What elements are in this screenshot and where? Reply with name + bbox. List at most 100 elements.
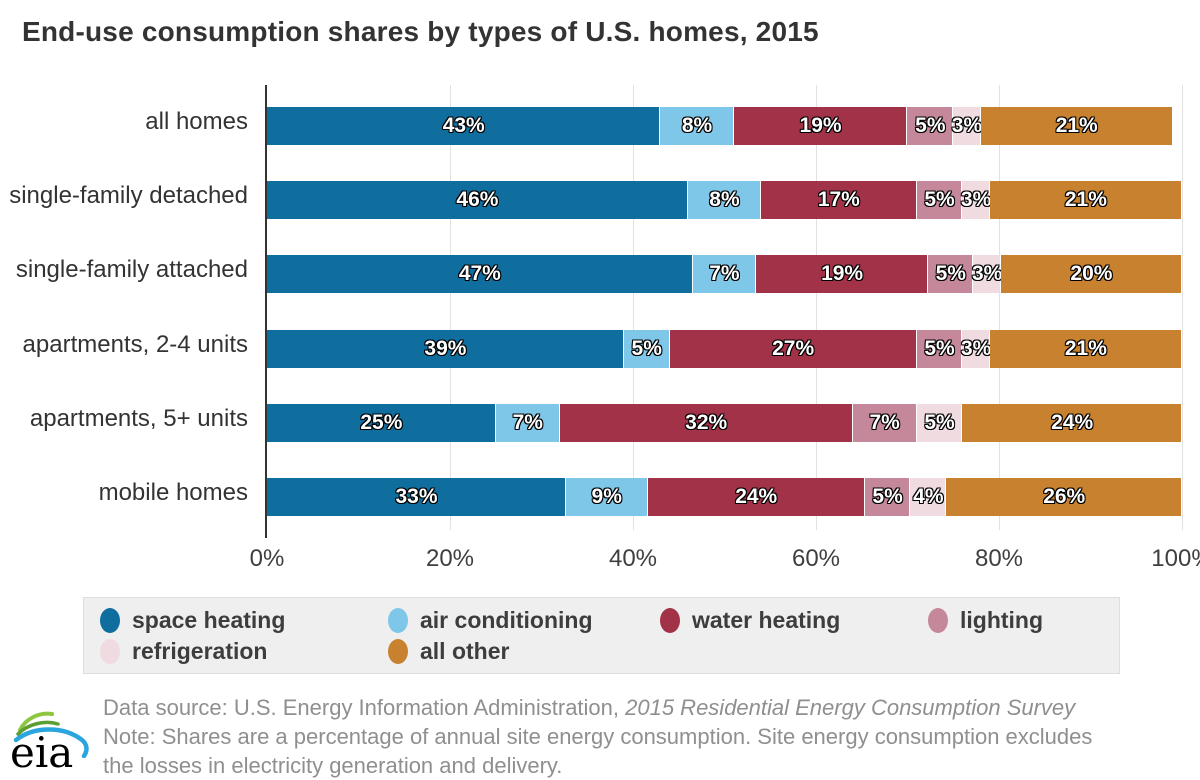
bar-segment-space-heating: 25%	[267, 403, 496, 442]
bar-segment-water-heating: 24%	[647, 477, 865, 516]
legend-label: space heating	[132, 606, 286, 633]
legend-item-space-heating: space heating	[100, 607, 388, 634]
x-tick-label: 40%	[608, 545, 658, 572]
bar-segment-space-heating: 33%	[267, 477, 566, 516]
bar-segment-label: 5%	[631, 336, 662, 360]
bar-segment-label: 8%	[709, 188, 740, 212]
gridline	[1182, 85, 1183, 530]
bar-segment-label: 5%	[924, 188, 955, 212]
bar-segment-label: 4%	[913, 484, 944, 508]
gridline	[999, 85, 1000, 530]
bar-row-apartments-5-units: 25% 7% 32% 7% 5% 24%	[267, 403, 1182, 442]
legend-label: lighting	[960, 606, 1044, 633]
bar-row-single-family-attached: 47% 7% 19% 5% 3% 20%	[267, 255, 1182, 294]
note-text: Note: Shares are a percentage of annual …	[103, 724, 1093, 778]
bar-segment-label: 43%	[442, 114, 485, 137]
legend-marker-icon	[388, 638, 408, 664]
bar-segment-label: 5%	[872, 484, 903, 508]
bar-segment-air-conditioning: 8%	[660, 107, 734, 145]
x-tick-label: 80%	[974, 545, 1024, 572]
legend-item-all-other: all other	[388, 638, 660, 665]
bar-segment-label: 21%	[1064, 336, 1107, 360]
bar-segment-label: 27%	[772, 336, 815, 360]
chart-title: End-use consumption shares by types of U…	[22, 16, 819, 47]
bar-segment-lighting: 7%	[852, 403, 917, 442]
legend-item-lighting: lighting	[928, 607, 1119, 634]
legend-label: all other	[420, 637, 510, 664]
bar-row-apartments-2-4-units: 39% 5% 27% 5% 3% 21%	[267, 329, 1182, 368]
bar-segment-all-other: 21%	[989, 181, 1182, 220]
bar-segment-lighting: 5%	[928, 255, 974, 294]
category-label: apartments, 5+ units	[29, 404, 248, 432]
bar-segment-label: 9%	[591, 484, 622, 508]
bar-row-single-family-detached: 46% 8% 17% 5% 3% 21%	[267, 181, 1182, 220]
eia-logo-swoosh-icon	[13, 711, 89, 758]
x-tick-label: 60%	[791, 545, 841, 572]
category-label: all homes	[145, 108, 248, 136]
bar-segment-air-conditioning: 9%	[565, 477, 648, 516]
bar-segment-label: 7%	[869, 410, 900, 434]
category-label: single-family detached	[9, 182, 248, 210]
data-source-line: Data source: U.S. Energy Information Adm…	[103, 693, 1133, 722]
bar-segment-all-other: 24%	[962, 403, 1182, 442]
bar-segment-label: 26%	[1043, 484, 1086, 508]
bar-segment-space-heating: 46%	[267, 181, 688, 220]
category-label: mobile homes	[98, 478, 248, 506]
x-tick-label: 20%	[425, 545, 475, 572]
bar-segment-water-heating: 19%	[733, 107, 908, 145]
bar-segment-label: 5%	[915, 114, 946, 137]
legend-marker-icon	[388, 607, 408, 633]
bar-segment-label: 5%	[924, 336, 955, 360]
bar-segment-lighting: 5%	[907, 107, 954, 145]
bar-segment-water-heating: 19%	[756, 255, 929, 294]
legend-label: water heating	[692, 606, 841, 633]
bar-segment-label: 5%	[935, 262, 966, 286]
bar-segment-label: 19%	[799, 114, 842, 137]
bar-segment-all-other: 21%	[980, 107, 1173, 145]
legend-item-air-conditioning: air conditioning	[388, 607, 660, 634]
chart-legend: space heating air conditioning water heati…	[83, 597, 1120, 674]
bar-segment-lighting: 5%	[916, 181, 963, 220]
legend-marker-icon	[928, 607, 948, 633]
bar-segment-air-conditioning: 7%	[692, 255, 757, 294]
legend-label: refrigeration	[132, 637, 268, 664]
bar-segment-all-other: 21%	[989, 329, 1182, 368]
eia-logo-text: eia	[10, 728, 74, 777]
bar-segment-label: 32%	[685, 410, 728, 434]
bar-segment-space-heating: 47%	[267, 255, 693, 294]
bar-segment-refrigeration: 3%	[972, 255, 1002, 294]
legend-item-refrigeration: refrigeration	[100, 638, 388, 665]
bar-segment-lighting: 5%	[916, 329, 963, 368]
bar-segment-label: 8%	[681, 114, 713, 137]
bar-segment-space-heating: 39%	[267, 329, 624, 368]
bar-segment-all-other: 26%	[946, 477, 1182, 516]
bar-segment-label: 47%	[458, 262, 501, 286]
bar-segment-space-heating: 43%	[267, 107, 661, 145]
bar-segment-label: 21%	[1064, 188, 1107, 212]
data-source-text: Data source: U.S. Energy Information Adm…	[103, 695, 626, 720]
bar-segment-label: 46%	[456, 188, 499, 212]
legend-item-water-heating: water heating	[660, 607, 928, 634]
bar-segment-label: 7%	[709, 262, 740, 286]
bar-segment-label: 21%	[1055, 114, 1098, 137]
bar-segment-label: 17%	[817, 188, 860, 212]
x-tick-label: 0%	[249, 545, 285, 572]
bar-segment-label: 5%	[924, 410, 955, 434]
bar-segment-label: 19%	[821, 262, 864, 286]
bar-segment-air-conditioning: 8%	[687, 181, 762, 220]
gridline	[816, 85, 817, 530]
bar-segment-label: 25%	[360, 410, 403, 434]
bar-segment-refrigeration: 3%	[960, 329, 992, 368]
bar-segment-label: 7%	[512, 410, 543, 434]
category-label: single-family attached	[15, 256, 248, 284]
bar-row-all-homes: 43% 8% 19% 5% 3% 21%	[267, 107, 1182, 145]
legend-marker-icon	[660, 607, 680, 633]
stacked-bar-chart: 43% 8% 19% 5% 3% 21% 46% 8% 17% 5% 3% 21% 47% 7% 19% 5%…	[0, 85, 1200, 585]
bar-segment-all-other: 20%	[1000, 255, 1182, 294]
bar-segment-water-heating: 27%	[669, 329, 917, 368]
bar-segment-label: 3%	[960, 336, 992, 360]
footer-notes: Data source: U.S. Energy Information Adm…	[103, 693, 1133, 780]
bar-segment-label: 39%	[424, 336, 467, 360]
bar-segment-refrigeration: 5%	[916, 403, 963, 442]
gridline	[450, 85, 451, 530]
